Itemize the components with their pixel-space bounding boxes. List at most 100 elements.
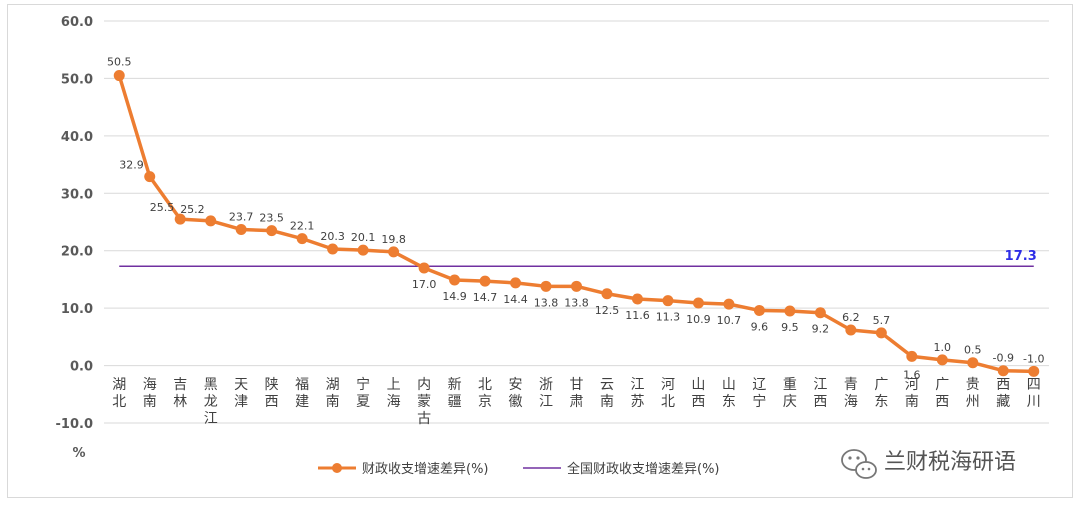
data-point [753,304,765,316]
y-axis: 60.0 50.0 40.0 30.0 20.0 10.0 0.0 -10.0 [56,15,93,432]
x-tick-label: 江苏 [630,377,644,410]
data-point [601,288,613,300]
data-label: 50.5 [107,56,132,69]
data-label: 14.4 [503,293,528,306]
data-label: 25.5 [150,201,175,214]
data-label: 11.3 [656,311,681,324]
x-tick-label: 山西 [691,377,705,410]
x-tick-label: 内蒙古 [417,377,431,427]
data-point [174,213,186,225]
x-tick-label: 福建 [295,377,309,410]
data-label: 14.9 [442,290,467,303]
data-label: 20.1 [351,231,376,244]
x-tick-label: 北京 [478,377,492,410]
y-tick-label: 60.0 [61,15,93,30]
x-tick-label: 广西 [935,377,949,410]
y-tick-label: 40.0 [61,130,93,145]
legend-label-national: 全国财政收支增速差异(%) [567,461,720,477]
data-label: 1.0 [934,341,952,354]
data-point [845,324,857,336]
data-point [510,277,522,289]
x-tick-label: 山东 [722,377,736,410]
legend-label-province: 财政收支增速差异(%) [362,462,489,477]
data-point [997,365,1009,377]
x-tick-label: 陕西 [265,377,279,410]
x-tick-label: 安徽 [509,377,523,410]
x-tick-label: 广东 [874,377,888,410]
data-point [113,70,125,82]
legend-item-national: 全国财政收支增速差异(%) [523,461,720,477]
data-point [235,223,247,235]
data-label: 10.9 [686,313,711,326]
data-label: 12.5 [595,304,620,317]
data-label: 32.9 [119,159,144,172]
x-tick-label: 湖南 [326,377,340,410]
data-label: -0.9 [993,352,1014,365]
data-point [784,305,796,317]
x-tick-label: 甘肃 [570,377,584,410]
data-point [1028,365,1040,377]
data-point [449,274,461,286]
x-tick-label: 黑龙江 [204,377,218,427]
x-tick-label: 海南 [143,377,157,410]
data-point [357,244,369,256]
data-label: -1.0 [1023,352,1044,365]
data-label: 23.5 [259,212,284,225]
y-tick-label: 0.0 [70,360,93,375]
data-point [906,350,918,362]
x-tick-label: 河南 [905,377,919,410]
x-tick-label: 宁夏 [356,376,370,410]
data-label: 9.5 [781,321,799,334]
data-point [479,275,491,287]
x-tick-label: 新疆 [448,377,462,410]
legend-marker-province [332,463,342,473]
data-label: 20.3 [320,230,345,243]
data-label: 9.2 [812,323,830,336]
data-point [144,171,156,183]
data-label: 11.6 [625,309,650,322]
x-tick-label: 天津 [234,377,248,410]
x-tick-label: 湖北 [112,377,126,410]
y-tick-label: 10.0 [61,302,93,317]
data-label: 14.7 [473,291,498,304]
data-label: 13.8 [564,296,589,309]
x-tick-label: 上海 [387,377,401,410]
data-point [631,293,643,305]
x-tick-label: 河北 [661,377,675,410]
data-label: 9.6 [751,320,769,333]
data-point [692,297,704,309]
national-average-label: 17.3 [1005,249,1037,264]
data-point [662,295,674,307]
data-label: 13.8 [534,296,559,309]
legend: 财政收支增速差异(%) 全国财政收支增速差异(%) [318,461,720,477]
gridlines [104,20,1049,424]
data-point [540,280,552,292]
data-label: 0.5 [964,344,982,357]
x-tick-label: 四川 [1027,377,1041,410]
x-tick-label: 吉林 [173,377,187,410]
data-point [723,298,735,310]
series-line [117,75,1034,374]
wechat-icon [841,449,877,479]
data-point [571,280,582,292]
national-average-series: 17.3 [119,249,1037,267]
data-label: 22.1 [290,220,315,233]
data-label: 19.8 [381,233,406,246]
y-tick-label: 50.0 [61,72,93,87]
watermark: 兰财税海研语 [841,449,1016,479]
x-tick-label: 贵州 [966,377,980,410]
watermark-text: 兰财税海研语 [884,450,1016,475]
data-point [205,215,217,227]
data-labels: 50.5 32.9 25.5 25.2 23.7 23.5 22.1 20.3 20.1 19.8… [107,56,1045,382]
x-tick-label: 辽宁 [752,377,766,410]
data-point [936,354,948,366]
x-tick-label: 江西 [813,377,827,410]
data-point [418,262,430,274]
x-tick-label: 浙江 [539,377,553,410]
data-label: 10.7 [717,314,742,327]
x-tick-label: 青海 [844,377,858,410]
data-point [967,357,979,369]
legend-item-province: 财政收支增速差异(%) [318,462,489,477]
